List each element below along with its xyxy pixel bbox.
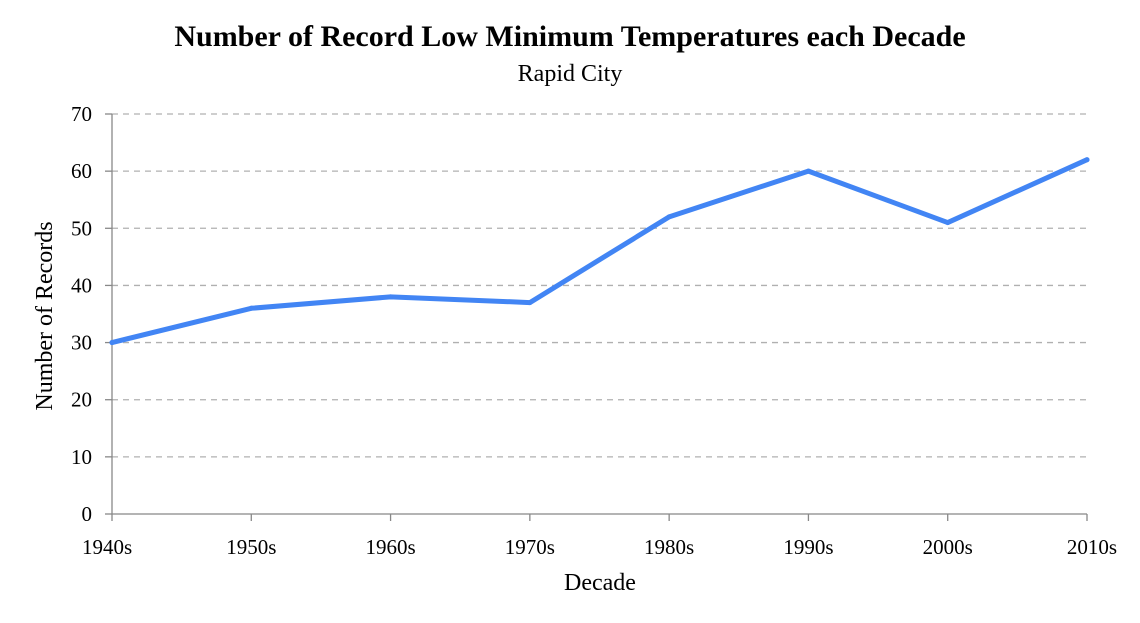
y-axis-title: Number of Records — [32, 221, 58, 410]
x-tick-label: 1970s — [505, 535, 555, 559]
data-point — [666, 214, 672, 220]
data-point — [805, 168, 811, 174]
x-tick-label: 2010s — [1067, 535, 1117, 559]
x-tick-label: 1990s — [783, 535, 833, 559]
x-tick-label: 2000s — [923, 535, 973, 559]
series — [109, 157, 1090, 346]
x-tick-labels: 1940s 1950s 1960s 1970s 1980s 1990s 2000s 2010s — [82, 535, 1117, 559]
y-tick-label: 10 — [71, 445, 92, 469]
data-point — [109, 340, 115, 346]
y-tick-label: 0 — [82, 502, 93, 526]
axes — [105, 113, 1088, 521]
x-tick-label: 1980s — [644, 535, 694, 559]
data-point — [527, 300, 533, 306]
y-tick-label: 20 — [71, 388, 92, 412]
y-tick-label: 70 — [71, 102, 92, 126]
data-point — [945, 220, 951, 226]
y-tick-labels: 0 10 20 30 40 50 60 70 — [71, 102, 92, 526]
chart-title: Number of Record Low Minimum Temperature… — [174, 20, 965, 53]
data-point — [248, 305, 254, 311]
y-tick-label: 40 — [71, 273, 92, 297]
x-axis-title: Decade — [564, 570, 636, 596]
series-line-0 — [109, 157, 1090, 346]
grid-lines — [112, 113, 1087, 458]
x-tick-label: 1960s — [365, 535, 415, 559]
y-tick-label: 50 — [71, 216, 92, 240]
x-tick-label: 1940s — [82, 535, 132, 559]
data-point — [1084, 157, 1090, 163]
x-tick-label: 1950s — [226, 535, 276, 559]
chart-subtitle: Rapid City — [518, 61, 623, 87]
data-point — [388, 294, 394, 300]
y-tick-label: 60 — [71, 159, 92, 183]
y-tick-label: 30 — [71, 331, 92, 355]
